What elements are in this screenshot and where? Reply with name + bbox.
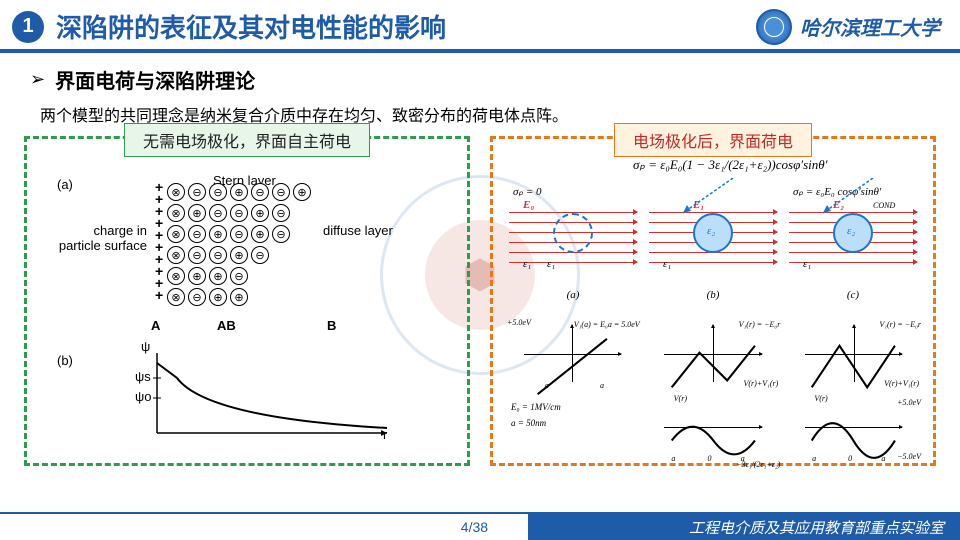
right-panel-label: 电场极化后，界面荷电 <box>614 123 812 157</box>
plus5-3: +5.0eV <box>897 398 921 407</box>
slide-footer: 4/38 工程电介质及其应用教育部重点实验室 <box>0 512 960 540</box>
subfig-b: E₁ ε₁ ε₂ (b) <box>643 163 783 303</box>
vr-2: V(r) <box>674 394 687 403</box>
chevron-icon: ➢ <box>30 69 45 90</box>
eps2-b: ε₂ <box>707 225 715 237</box>
subfig-c: E₂ COND ε₁ ε₂ (c) <box>783 163 923 303</box>
a22: a <box>671 454 675 463</box>
top-figure-row: E₀ ε₁ ε₁ (a) E₁ ε₁ ε₂ (b) E₂ <box>503 163 923 303</box>
plot-1-3: V₁(r) = −E₀r V(r)+V₁(r) <box>784 318 923 390</box>
label-a: (a) <box>57 177 73 192</box>
vrv1-3: V(r)+V₁(r) <box>884 379 919 388</box>
vr-3: V(r) <box>814 394 827 403</box>
eps1-a2: ε₁ <box>547 258 555 270</box>
eps1-b: ε₁ <box>663 258 671 270</box>
plot-2-1: E₀ = 1MV/cm a = 50nm <box>503 392 642 464</box>
subtitle-text: 界面电荷与深陷阱理论 <box>55 65 255 94</box>
plot-2-2: V(r) a 0 a −3ε₁/(2ε₁+ε₂) <box>644 392 783 464</box>
aval: a = 50nm <box>511 418 546 428</box>
plot-2-3: V(r) +5.0eV −5.0eV a 0 a <box>784 392 923 464</box>
page-number: 4/38 <box>461 519 488 535</box>
v1r-label: V₁(r) = −E₀r <box>739 320 781 329</box>
sub-c-label: (c) <box>847 289 859 301</box>
section-badge: 1 <box>12 11 44 43</box>
v1a-label: V₁(a) = E₀a = 5.0eV <box>574 320 640 329</box>
subtitle-row: ➢ 界面电荷与深陷阱理论 <box>0 61 960 98</box>
plot-1-1: +5.0eV V₁(a) = E₀a = 5.0eV a a <box>503 318 642 390</box>
slide-title: 深陷阱的表征及其对电性能的影响 <box>56 8 756 45</box>
diagram-panels: 无需电场极化，界面自主荷电 (a) Stern layer charge in … <box>0 136 960 466</box>
label-diffuse: diffuse layer <box>323 223 393 238</box>
plus-column: ++++++++++ <box>155 181 163 301</box>
plot-1-2: V₁(r) = −E₀r V(r)+V₁(r) <box>644 318 783 390</box>
university-name: 哈尔滨理工大学 <box>800 12 940 41</box>
plus5-1: +5.0eV <box>507 318 531 327</box>
v1r-3: V₁(r) = −E₀r <box>879 320 921 329</box>
potential-curve: ψ ψs ψo r <box>137 343 397 443</box>
bottom-grid: +5.0eV V₁(a) = E₀a = 5.0eV a a V₁(r) = −… <box>503 318 923 463</box>
slide-header: 1 深陷阱的表征及其对电性能的影响 哈尔滨理工大学 <box>0 0 960 49</box>
a23: a <box>812 454 816 463</box>
a1r: a <box>600 381 604 390</box>
frac-label: −3ε₁/(2ε₁+ε₂) <box>736 460 780 469</box>
e0val: E₀ = 1MV/cm <box>511 402 561 412</box>
region-a: A <box>151 318 160 333</box>
university-logo-icon <box>756 9 792 45</box>
label-b: (b) <box>57 353 73 368</box>
polarization-diagram: σₚ = ε₀E₀(1 − 3ε₁/(2ε₁+ε₂))cosφ′sinθ′ σₚ… <box>503 163 923 453</box>
region-b: B <box>327 318 336 333</box>
psi-s-label: ψs <box>135 369 151 384</box>
right-panel: 电场极化后，界面荷电 σₚ = ε₀E₀(1 − 3ε₁/(2ε₁+ε₂))co… <box>490 136 936 466</box>
r-label: r <box>383 427 387 442</box>
psi-o-label: ψo <box>135 389 152 404</box>
left-panel: 无需电场极化，界面自主荷电 (a) Stern layer charge in … <box>24 136 470 466</box>
eps2-c: ε₂ <box>847 225 855 237</box>
eps1-a: ε₁ <box>523 258 531 270</box>
a23r: a <box>881 454 885 463</box>
charge-grid: ⊗⊖⊖⊕⊖⊖⊕ ⊗⊕⊖⊖⊕⊖ ⊗⊖⊕⊖⊕⊖ ⊗⊖⊖⊕⊖ ⊗⊕⊕⊖ ⊗⊖⊕⊕ <box>167 183 313 308</box>
psi-label: ψ <box>141 339 150 354</box>
sub-b-label: (b) <box>707 289 720 301</box>
header-divider <box>0 49 960 53</box>
stern-layer-diagram: (a) Stern layer charge in particle surfa… <box>37 163 457 453</box>
subfig-a: E₀ ε₁ ε₁ (a) <box>503 163 643 303</box>
eps1-c: ε₁ <box>803 258 811 270</box>
zero23: 0 <box>848 454 852 463</box>
left-panel-label: 无需电场极化，界面自主荷电 <box>124 123 370 157</box>
university-logo-area: 哈尔滨理工大学 <box>756 9 940 45</box>
sub-a-label: (a) <box>567 289 580 301</box>
zero22: 0 <box>707 454 711 463</box>
region-ab: AB <box>217 318 236 333</box>
footer-lab-name: 工程电介质及其应用教育部重点实验室 <box>689 517 944 538</box>
node-a <box>553 213 593 253</box>
vrv1-2: V(r)+V₁(r) <box>743 379 778 388</box>
label-charge-surface: charge in particle surface <box>47 223 147 253</box>
a1: a <box>545 381 549 390</box>
minus5-3: −5.0eV <box>897 452 921 461</box>
